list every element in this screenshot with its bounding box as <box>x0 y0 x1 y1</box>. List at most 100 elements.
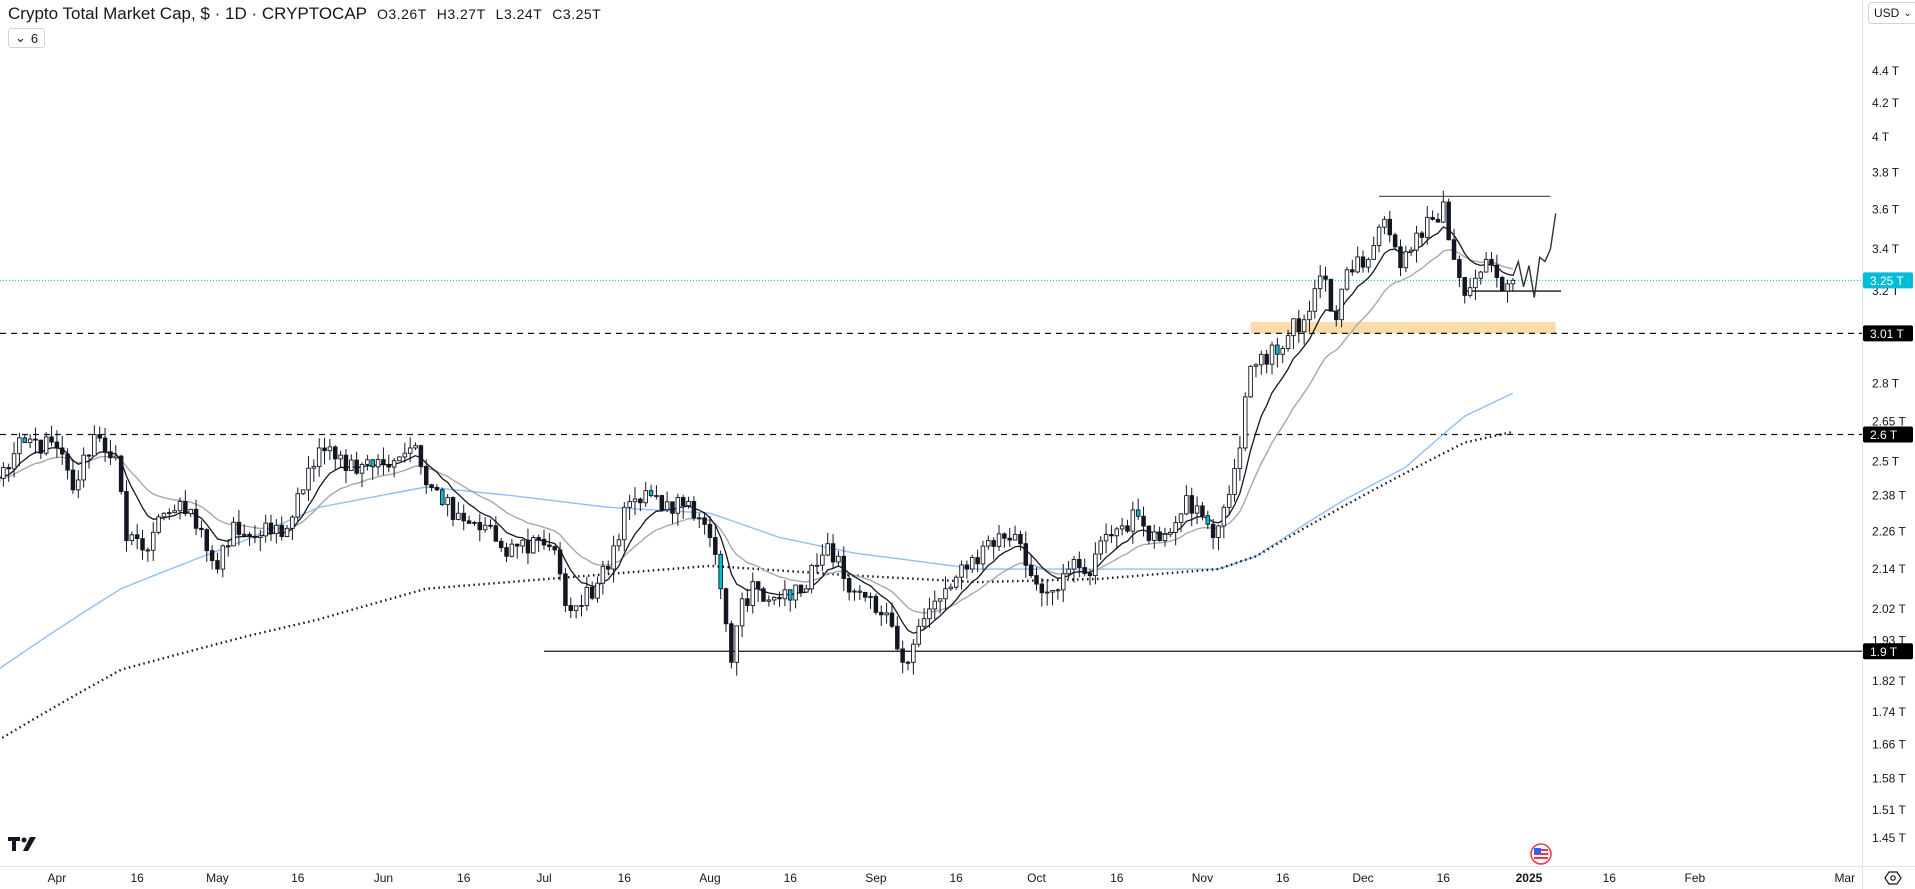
candle <box>804 584 809 594</box>
candle <box>391 457 397 478</box>
candle-body-down <box>33 438 38 441</box>
candle-body-down <box>1457 258 1462 278</box>
candle-body-up <box>1248 365 1253 398</box>
candle-body-up <box>129 534 135 542</box>
candle-body-up <box>1441 201 1446 223</box>
candle <box>520 539 525 554</box>
candle-body-up <box>1483 258 1489 273</box>
tradingview-logo-icon[interactable] <box>8 836 40 852</box>
candle <box>1109 525 1114 544</box>
candle-body-down <box>1028 564 1034 577</box>
candle <box>247 531 252 547</box>
candle-body-down <box>702 517 707 525</box>
candle <box>1044 580 1050 606</box>
candle <box>1371 236 1376 260</box>
ohlc-low: L3.24T <box>495 6 543 22</box>
candle-body-up <box>1280 348 1285 355</box>
indicators-toggle-button[interactable]: ⌄ 6 <box>8 28 46 48</box>
price-tick-label: 2.02 T <box>1872 602 1906 616</box>
candle <box>1328 278 1334 312</box>
candle-body-down <box>1296 318 1302 333</box>
candle-body-up <box>295 493 301 518</box>
candle <box>1285 329 1291 352</box>
candle <box>857 584 863 601</box>
candle-body-down <box>1077 558 1082 568</box>
symbol-title[interactable]: Crypto Total Market Cap, $ · 1D · CRYPTO… <box>8 4 368 23</box>
candle-body-down <box>777 596 782 600</box>
candle-body-down <box>124 490 129 542</box>
candle <box>1066 560 1071 579</box>
candle <box>991 537 996 560</box>
candle-body-down <box>680 496 686 507</box>
time-tick-label: Nov <box>1192 871 1213 885</box>
candle-body-down <box>878 611 884 616</box>
candle <box>1259 350 1264 375</box>
candle-body-up <box>600 566 606 584</box>
candle <box>680 494 686 519</box>
candle-body-down <box>1146 525 1152 541</box>
candle-body-down <box>900 648 905 663</box>
chart-settings-icon[interactable] <box>1884 870 1902 886</box>
candle <box>900 640 905 674</box>
candle-body-up <box>520 539 525 547</box>
candle-body-up <box>27 438 33 443</box>
candle-body-up <box>1173 522 1178 533</box>
candle <box>1135 498 1141 520</box>
price-axis: 4.4 T4.2 T4 T3.8 T3.6 T3.4 T3.2 T2.8 T2.… <box>1863 64 1913 845</box>
candle-body-up <box>1285 335 1291 349</box>
candle-body-down <box>1435 218 1441 223</box>
candle-body-down <box>97 434 102 439</box>
candle <box>932 590 938 620</box>
candle <box>878 605 884 626</box>
candle <box>1194 496 1200 525</box>
candle <box>632 487 638 516</box>
candle-body-up <box>611 545 616 570</box>
candle-body-down <box>991 540 996 547</box>
candle-body-up <box>696 517 702 520</box>
candle <box>1077 551 1082 578</box>
candle <box>49 425 54 447</box>
candle <box>482 517 488 533</box>
time-tick-label: Oct <box>1027 871 1046 885</box>
candle-body-up <box>531 537 536 554</box>
candle-body-down <box>691 501 697 519</box>
candle <box>1350 259 1355 276</box>
candle-body-down <box>247 533 252 538</box>
candle-body-down <box>707 523 713 538</box>
candle-body-up <box>927 608 932 620</box>
candle <box>1366 257 1371 273</box>
candle <box>996 524 1002 551</box>
candle-body-down <box>1360 256 1366 268</box>
candle <box>76 470 81 499</box>
candle <box>664 491 670 513</box>
candle <box>1478 270 1484 285</box>
candle <box>1012 525 1018 541</box>
candle-body-down <box>1034 575 1039 585</box>
candle-body-down <box>1002 533 1007 539</box>
candle <box>172 504 177 514</box>
currency-select[interactable]: USD ⌄ <box>1868 2 1915 24</box>
candle <box>659 494 665 512</box>
candle-body-up <box>664 501 670 511</box>
candle <box>220 544 226 578</box>
candle <box>1355 246 1360 274</box>
price-tick-label: 3.6 T <box>1872 203 1900 217</box>
candle-body-down <box>343 454 349 472</box>
candle-body-down <box>718 553 723 590</box>
candle <box>1007 528 1012 547</box>
candle-body-up <box>1226 493 1232 508</box>
candle-body-up <box>1382 218 1387 228</box>
us-flag-event-icon[interactable] <box>1530 843 1552 865</box>
candle-body-down <box>118 455 124 492</box>
candle-body-down <box>140 538 145 551</box>
candle <box>1323 266 1328 292</box>
candle-body-down <box>1157 531 1162 542</box>
candle-body-up <box>1253 364 1259 367</box>
candle-body-down <box>493 525 499 542</box>
resistance-3-01-label: 3.01 T <box>1870 327 1904 341</box>
candle-body-up <box>1151 531 1157 541</box>
candle <box>193 499 199 536</box>
candle-body-up <box>300 489 306 495</box>
candle-body-up <box>622 506 627 541</box>
